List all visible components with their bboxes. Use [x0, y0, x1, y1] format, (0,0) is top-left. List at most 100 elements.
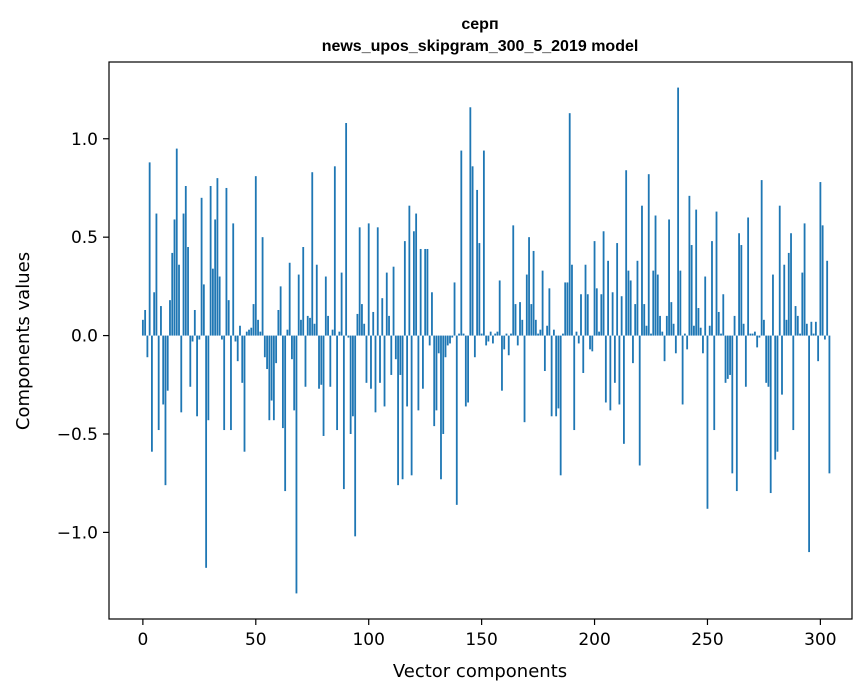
bar	[370, 335, 372, 389]
bar	[514, 304, 517, 336]
bar	[451, 335, 454, 338]
bar	[180, 335, 183, 413]
bar	[200, 197, 203, 336]
bar	[548, 288, 551, 336]
bar	[573, 335, 576, 431]
x-tick-label: 250	[691, 630, 723, 650]
bar	[182, 213, 185, 336]
bar	[336, 335, 338, 431]
y-tick-label: −0.5	[57, 425, 98, 445]
bar	[681, 335, 684, 405]
bar	[424, 248, 427, 336]
bar	[216, 178, 219, 336]
bar	[582, 335, 585, 373]
y-axis-ticks: −1.0 −0.5 0.0 0.5 1.0	[57, 130, 109, 543]
bar	[214, 219, 217, 336]
chart-title-line-1: серп	[461, 16, 498, 33]
bar	[243, 335, 246, 452]
bar	[532, 250, 535, 336]
bar	[462, 333, 465, 336]
bar	[198, 335, 201, 340]
bar	[431, 292, 433, 336]
bar	[702, 335, 704, 354]
bar	[252, 304, 255, 336]
bar	[620, 296, 623, 336]
bar	[354, 335, 357, 537]
bar	[751, 333, 754, 336]
bar	[272, 335, 275, 421]
bar	[205, 335, 208, 568]
bar	[557, 335, 560, 409]
bar	[695, 209, 698, 336]
bar	[747, 217, 750, 336]
bar	[173, 219, 176, 336]
bar	[516, 335, 519, 346]
bars-group	[141, 87, 831, 594]
bar	[473, 335, 476, 358]
bar	[221, 335, 223, 340]
bar	[259, 331, 262, 336]
bar	[826, 260, 829, 336]
bar	[239, 325, 241, 336]
plot-frame	[108, 61, 853, 620]
bar	[519, 302, 521, 336]
bar	[765, 335, 768, 383]
bar	[358, 227, 361, 336]
bar	[753, 331, 756, 336]
bar	[496, 331, 499, 336]
bar	[306, 315, 309, 336]
bar	[157, 335, 160, 431]
bar	[234, 335, 237, 342]
bar	[458, 333, 460, 336]
bar	[383, 335, 386, 407]
bar	[426, 248, 429, 336]
bar	[266, 335, 268, 370]
bar	[720, 333, 722, 336]
bar	[566, 282, 569, 336]
bar	[659, 315, 661, 336]
bar	[261, 237, 264, 336]
bar	[227, 300, 230, 336]
bar	[740, 245, 743, 336]
bar	[492, 335, 494, 344]
bar	[327, 315, 329, 336]
bar	[489, 331, 492, 336]
bar	[543, 335, 546, 372]
bar	[302, 247, 305, 336]
bar	[616, 243, 619, 336]
bar	[790, 233, 792, 336]
bar	[507, 335, 510, 356]
bar	[550, 335, 553, 417]
bar	[275, 335, 278, 364]
bar	[356, 313, 359, 336]
bar	[476, 189, 479, 336]
bar	[374, 335, 377, 413]
bar	[758, 335, 761, 338]
bar	[372, 311, 375, 336]
bar	[193, 309, 196, 336]
bar	[562, 333, 564, 336]
bar	[202, 284, 205, 336]
bar	[525, 274, 528, 336]
bar	[604, 335, 607, 403]
bar	[715, 211, 718, 336]
bar	[772, 274, 774, 336]
bar	[345, 123, 348, 336]
bar	[485, 335, 488, 346]
bar	[808, 335, 810, 553]
bar	[528, 237, 530, 336]
bar	[618, 335, 621, 405]
bar	[693, 325, 695, 336]
bar	[647, 174, 650, 336]
bar	[799, 333, 801, 336]
bar	[379, 335, 381, 383]
x-tick-label: 150	[465, 630, 497, 650]
bar	[505, 333, 508, 336]
bar	[814, 321, 817, 336]
bar	[449, 335, 451, 344]
bar	[645, 325, 648, 336]
bar	[401, 335, 404, 480]
bar	[623, 335, 625, 444]
bar	[564, 282, 567, 336]
